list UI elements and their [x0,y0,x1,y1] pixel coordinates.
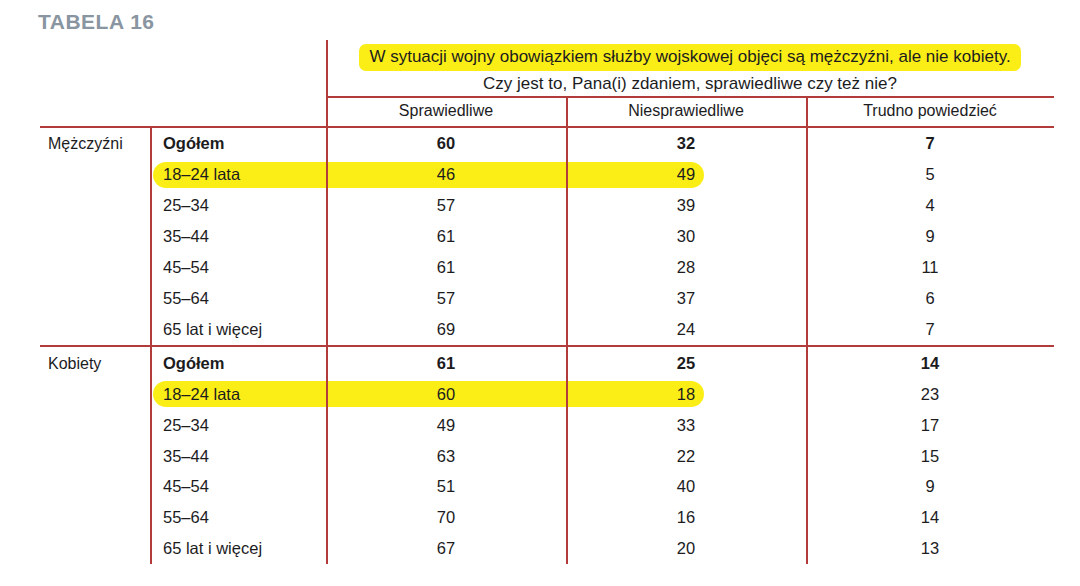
cell-trudno-powiedziec: 7 [806,134,1054,153]
table-row: 25–34 57 39 4 [0,190,1054,221]
cell-niesprawiedliwe: 39 [566,196,806,215]
cell-sprawiedliwe: 61 [326,258,566,277]
table-row: 45–54 51 40 9 [0,471,1054,502]
cell-trudno-powiedziec: 14 [806,508,1054,527]
cell-sprawiedliwe: 51 [326,477,566,496]
table-row: Ogółem 61 25 14 [0,348,1054,379]
row-label: 35–44 [150,447,326,466]
row-label: 45–54 [150,258,326,277]
table-row: Ogółem 60 32 7 [0,128,1054,159]
section-mezczyzni: Ogółem 60 32 7 18–24 lata 46 49 5 25–34 … [0,128,1054,345]
cell-trudno-powiedziec: 14 [806,354,1054,373]
cell-niesprawiedliwe: 24 [566,320,806,339]
cell-sprawiedliwe: 60 [326,134,566,153]
cell-niesprawiedliwe: 18 [566,385,806,404]
cell-sprawiedliwe: 63 [326,447,566,466]
cell-sprawiedliwe: 69 [326,320,566,339]
cell-niesprawiedliwe: 33 [566,416,806,435]
section-kobiety: Ogółem 61 25 14 18–24 lata 60 18 23 25–3… [0,348,1054,564]
cell-sprawiedliwe: 70 [326,508,566,527]
cell-trudno-powiedziec: 15 [806,447,1054,466]
cell-niesprawiedliwe: 28 [566,258,806,277]
divider-col-2-3 [806,96,808,564]
row-label: 65 lat i więcej [150,539,326,558]
question-line1-highlighted: W sytuacji wojny obowiązkiem służby wojs… [359,44,1020,71]
row-label: 25–34 [150,196,326,215]
column-header-trudno-powiedziec: Trudno powiedzieć [806,98,1054,124]
cell-sprawiedliwe: 46 [326,165,566,184]
table-row: 25–34 49 33 17 [0,410,1054,441]
row-label: 55–64 [150,289,326,308]
table-row: 65 lat i więcej 69 24 7 [0,314,1054,345]
cell-trudno-powiedziec: 9 [806,227,1054,246]
cell-sprawiedliwe: 57 [326,289,566,308]
question-line2: Czy jest to, Pana(i) zdaniem, sprawiedli… [326,72,1054,96]
cell-trudno-powiedziec: 4 [806,196,1054,215]
cell-trudno-powiedziec: 13 [806,539,1054,558]
question-block: W sytuacji wojny obowiązkiem służby wojs… [326,44,1054,96]
table-row: 45–54 61 28 11 [0,252,1054,283]
cell-sprawiedliwe: 60 [326,385,566,404]
cell-niesprawiedliwe: 20 [566,539,806,558]
table-row: 18–24 lata 60 18 23 [0,379,1054,410]
border-under-question [326,96,1054,98]
cell-sprawiedliwe: 67 [326,539,566,558]
column-header-sprawiedliwe: Sprawiedliwe [326,98,566,124]
cell-niesprawiedliwe: 25 [566,354,806,373]
cell-sprawiedliwe: 49 [326,416,566,435]
border-between-sections [40,345,1054,347]
table-row: 65 lat i więcej 67 20 13 [0,533,1054,564]
cell-niesprawiedliwe: 49 [566,165,806,184]
cell-niesprawiedliwe: 22 [566,447,806,466]
cell-trudno-powiedziec: 5 [806,165,1054,184]
cell-trudno-powiedziec: 17 [806,416,1054,435]
row-label: Ogółem [150,134,326,153]
row-label: 65 lat i więcej [150,320,326,339]
cell-niesprawiedliwe: 32 [566,134,806,153]
cell-niesprawiedliwe: 40 [566,477,806,496]
border-under-headers [40,126,1054,128]
row-label: Ogółem [150,354,326,373]
cell-trudno-powiedziec: 23 [806,385,1054,404]
table-row: 55–64 57 37 6 [0,283,1054,314]
divider-col-1-2 [566,96,568,564]
cell-trudno-powiedziec: 7 [806,320,1054,339]
cell-niesprawiedliwe: 16 [566,508,806,527]
row-label: 35–44 [150,227,326,246]
table-row: 18–24 lata 46 49 5 [0,159,1054,190]
page-title: TABELA 16 [38,10,155,34]
cell-sprawiedliwe: 57 [326,196,566,215]
question-line1-wrap: W sytuacji wojny obowiązkiem służby wojs… [326,44,1054,71]
cell-sprawiedliwe: 61 [326,354,566,373]
cell-trudno-powiedziec: 6 [806,289,1054,308]
cell-trudno-powiedziec: 9 [806,477,1054,496]
row-label: 25–34 [150,416,326,435]
table-row: 55–64 70 16 14 [0,502,1054,533]
divider-label-column [326,40,328,564]
cell-niesprawiedliwe: 37 [566,289,806,308]
cell-sprawiedliwe: 61 [326,227,566,246]
survey-table-page: TABELA 16 W sytuacji wojny obowiązkiem s… [0,0,1080,586]
table-row: 35–44 63 22 15 [0,441,1054,472]
column-headers: Sprawiedliwe Niesprawiedliwe Trudno powi… [326,98,1054,124]
table-row: 35–44 61 30 9 [0,221,1054,252]
row-label: 18–24 lata [150,165,326,184]
row-label: 45–54 [150,477,326,496]
row-label: 55–64 [150,508,326,527]
column-header-niesprawiedliwe: Niesprawiedliwe [566,98,806,124]
cell-trudno-powiedziec: 11 [806,258,1054,277]
row-label: 18–24 lata [150,385,326,404]
cell-niesprawiedliwe: 30 [566,227,806,246]
